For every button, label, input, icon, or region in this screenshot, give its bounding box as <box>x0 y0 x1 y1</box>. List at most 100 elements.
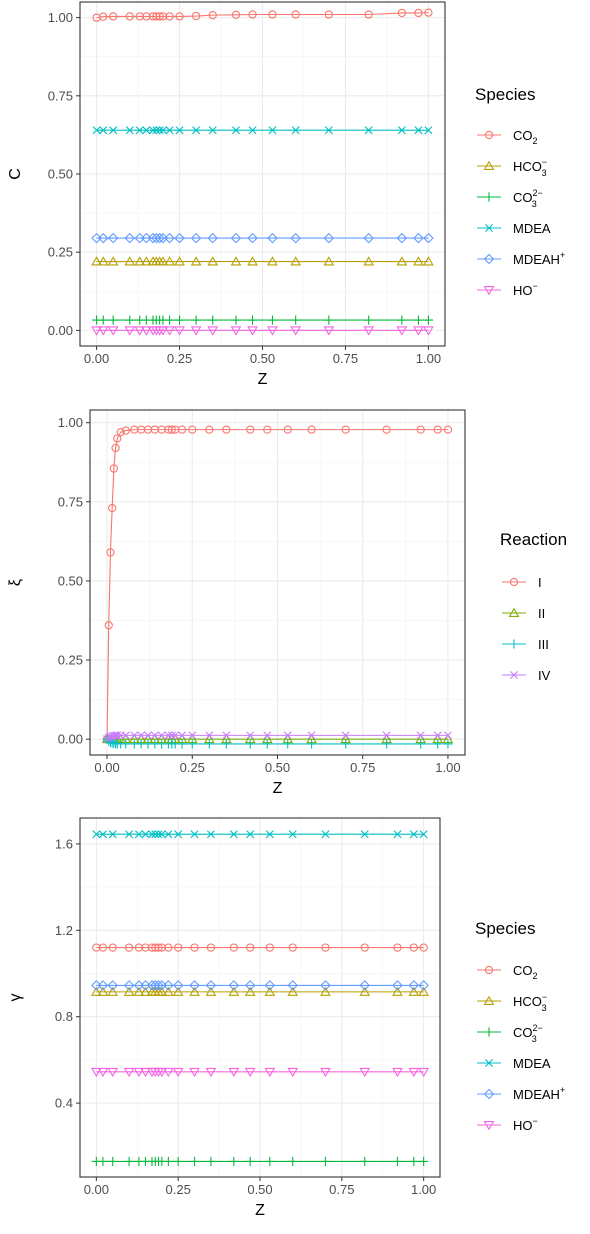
data-point <box>288 1156 298 1167</box>
legend-label-sup: − <box>542 157 547 167</box>
data-point <box>130 731 139 740</box>
legend: Species CO2 HCO− 3 CO2− 3 MDEA MDEAH+ HO− <box>475 919 565 1133</box>
data-point <box>92 943 101 952</box>
legend-item-MDEA: MDEA <box>477 1056 551 1071</box>
data-point <box>267 232 278 244</box>
legend-item-MDEAH+: MDEAH+ <box>477 250 565 267</box>
legend-title: Reaction <box>500 530 567 549</box>
legend-key-marker <box>485 1059 493 1067</box>
data-point <box>205 980 217 991</box>
y-axis-title: ξ <box>7 579 24 586</box>
data-point <box>154 830 163 839</box>
data-point <box>321 943 330 952</box>
legend-item-HO-: HO− <box>477 1116 538 1133</box>
data-point <box>158 126 167 135</box>
data-point <box>205 425 214 434</box>
data-point <box>165 126 174 135</box>
data-point <box>190 326 202 336</box>
x-tick-label: 0.50 <box>250 351 275 366</box>
data-point <box>143 731 152 740</box>
data-point <box>248 126 257 135</box>
data-point <box>418 986 429 996</box>
x-axis-title: Z <box>255 1202 265 1219</box>
data-point <box>408 980 420 991</box>
legend-label: HO− <box>513 1116 538 1133</box>
data-point <box>409 1156 419 1167</box>
data-point <box>245 1156 255 1167</box>
y-tick-label: 0.25 <box>48 245 73 260</box>
data-point <box>291 315 301 325</box>
y-tick-label: 1.00 <box>48 10 73 25</box>
legend-item-II: II <box>502 606 545 621</box>
data-point <box>423 232 434 244</box>
legend-key-marker <box>483 1088 495 1100</box>
data-point <box>283 731 292 740</box>
data-point <box>191 11 201 21</box>
data-point <box>109 464 119 473</box>
legend-item-III: III <box>502 637 549 652</box>
data-point <box>125 315 135 325</box>
legend-label: MDEAH+ <box>513 1085 565 1102</box>
legend-key-marker <box>484 192 494 202</box>
data-point <box>221 739 231 749</box>
data-point <box>320 980 331 991</box>
legend-label-sub: 3 <box>532 1034 537 1044</box>
data-point <box>91 1067 102 1078</box>
data-point <box>140 986 151 996</box>
data-point <box>408 1067 420 1078</box>
data-point <box>283 425 292 434</box>
data-point <box>363 256 375 266</box>
data-point <box>155 126 164 135</box>
legend-label: I <box>538 575 542 590</box>
y-tick-label: 0.4 <box>55 1096 73 1111</box>
data-point <box>228 986 240 996</box>
data-point <box>124 232 136 244</box>
series-IV <box>103 731 452 744</box>
data-point <box>290 232 301 244</box>
data-point <box>189 1067 200 1078</box>
y-tick-label: 0.00 <box>58 732 83 747</box>
panel-reaction-extent: 0.00 0.25 0.50 0.75 1.00 0.00 0.25 0.50 0.75 1.00… <box>7 409 567 797</box>
data-point <box>290 326 302 336</box>
data-point <box>157 326 169 336</box>
legend-label: HCO− 3 <box>513 157 547 178</box>
data-point <box>134 256 146 266</box>
data-point <box>360 1156 370 1167</box>
data-point <box>207 256 219 266</box>
x-tick-label: 0.50 <box>265 760 290 775</box>
legend-label: MDEA <box>513 1056 551 1071</box>
legend-label-sup: 2− <box>533 188 543 198</box>
data-point <box>207 232 219 244</box>
legend-item-HO-: HO− <box>477 281 538 298</box>
series-I <box>102 425 453 744</box>
x-tick-label: 0.25 <box>167 351 192 366</box>
series-CO2 <box>92 943 428 952</box>
data-point <box>363 232 374 244</box>
data-point <box>413 232 424 244</box>
data-point <box>152 126 161 135</box>
data-point <box>416 739 426 749</box>
data-point <box>267 256 278 266</box>
data-point <box>324 10 334 19</box>
legend-label: HCO− 3 <box>513 992 547 1013</box>
data-point <box>123 986 135 996</box>
data-point <box>206 943 216 952</box>
data-point <box>125 12 134 21</box>
x-axis-title: Z <box>258 371 268 388</box>
data-point <box>121 739 131 749</box>
data-point <box>287 986 299 996</box>
legend-item-CO32-: CO2− 3 <box>477 1023 543 1044</box>
data-point <box>288 943 297 952</box>
data-point <box>413 315 424 325</box>
data-point <box>140 1067 151 1078</box>
data-point <box>108 315 118 325</box>
data-point <box>107 1067 119 1078</box>
data-point <box>174 315 185 325</box>
data-point <box>231 126 240 135</box>
data-point <box>323 256 335 266</box>
data-point <box>419 830 428 839</box>
data-point <box>156 986 168 996</box>
data-point <box>231 315 241 325</box>
data-point <box>414 126 423 135</box>
data-point <box>321 830 330 839</box>
